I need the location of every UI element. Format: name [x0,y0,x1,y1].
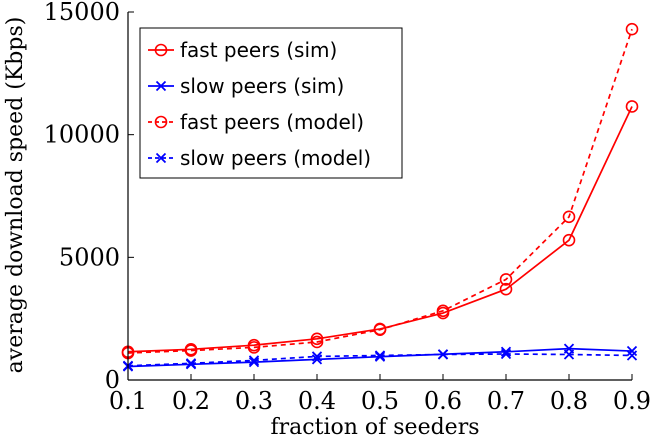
series-line [127,28,633,354]
data-point [562,210,576,224]
data-point [437,349,449,360]
x-tick-label: 0.6 [424,387,462,415]
x-tick-label: 0.9 [613,387,651,415]
data-point [500,348,512,360]
x-tick-label: 0.1 [109,387,147,415]
legend: fast peers (sim) slow peers (sim) fast pee… [139,27,403,179]
data-point [562,233,576,247]
data-point [626,345,638,357]
data-point [625,100,639,113]
x-tick-label: 0.2 [172,387,210,415]
legend-marker [154,115,168,129]
series-slow-peers-model- [122,348,638,371]
data-point [311,351,323,362]
data-point [563,349,575,360]
data-point [499,273,513,286]
x-tick-label: 0.8 [550,387,588,415]
data-point [499,282,513,296]
data-point [310,335,324,349]
data-point [247,341,261,354]
x-tick-label: 0.3 [235,387,273,415]
legend-item: slow peers (sim) [148,74,344,98]
x-tick-label: 0.4 [298,387,336,415]
legend-marker [154,43,168,57]
legend-label: fast peers (sim) [180,38,337,62]
legend-label: slow peers (model) [180,146,371,170]
y-axis-label: average download speed (Kbps) [3,17,28,374]
data-point [374,350,386,361]
data-point [248,356,260,368]
data-point [185,358,197,369]
legend-marker [155,80,167,92]
legend-item: fast peers (model) [148,110,364,134]
legend-item: slow peers (model) [148,146,371,170]
x-tick-label: 0.5 [361,387,399,415]
data-point [625,22,639,36]
data-point [184,344,198,357]
legend-label: slow peers (sim) [180,74,344,98]
legend-box [139,27,403,179]
y-tick-label: 0 [105,366,120,394]
y-tick-label: 5000 [59,243,120,271]
x-tick-label: 0.7 [487,387,525,415]
legend-item: fast peers (sim) [148,38,337,62]
legend-marker [155,152,167,164]
data-point [373,323,387,337]
data-point [310,332,324,346]
data-point [436,304,450,318]
y-tick-label: 10000 [44,121,120,149]
data-point [248,355,260,366]
y-tick-label: 15000 [44,0,120,26]
data-point [626,350,638,361]
legend-label: fast peers (model) [180,110,364,134]
x-axis-label: fraction of seeders [271,415,480,440]
